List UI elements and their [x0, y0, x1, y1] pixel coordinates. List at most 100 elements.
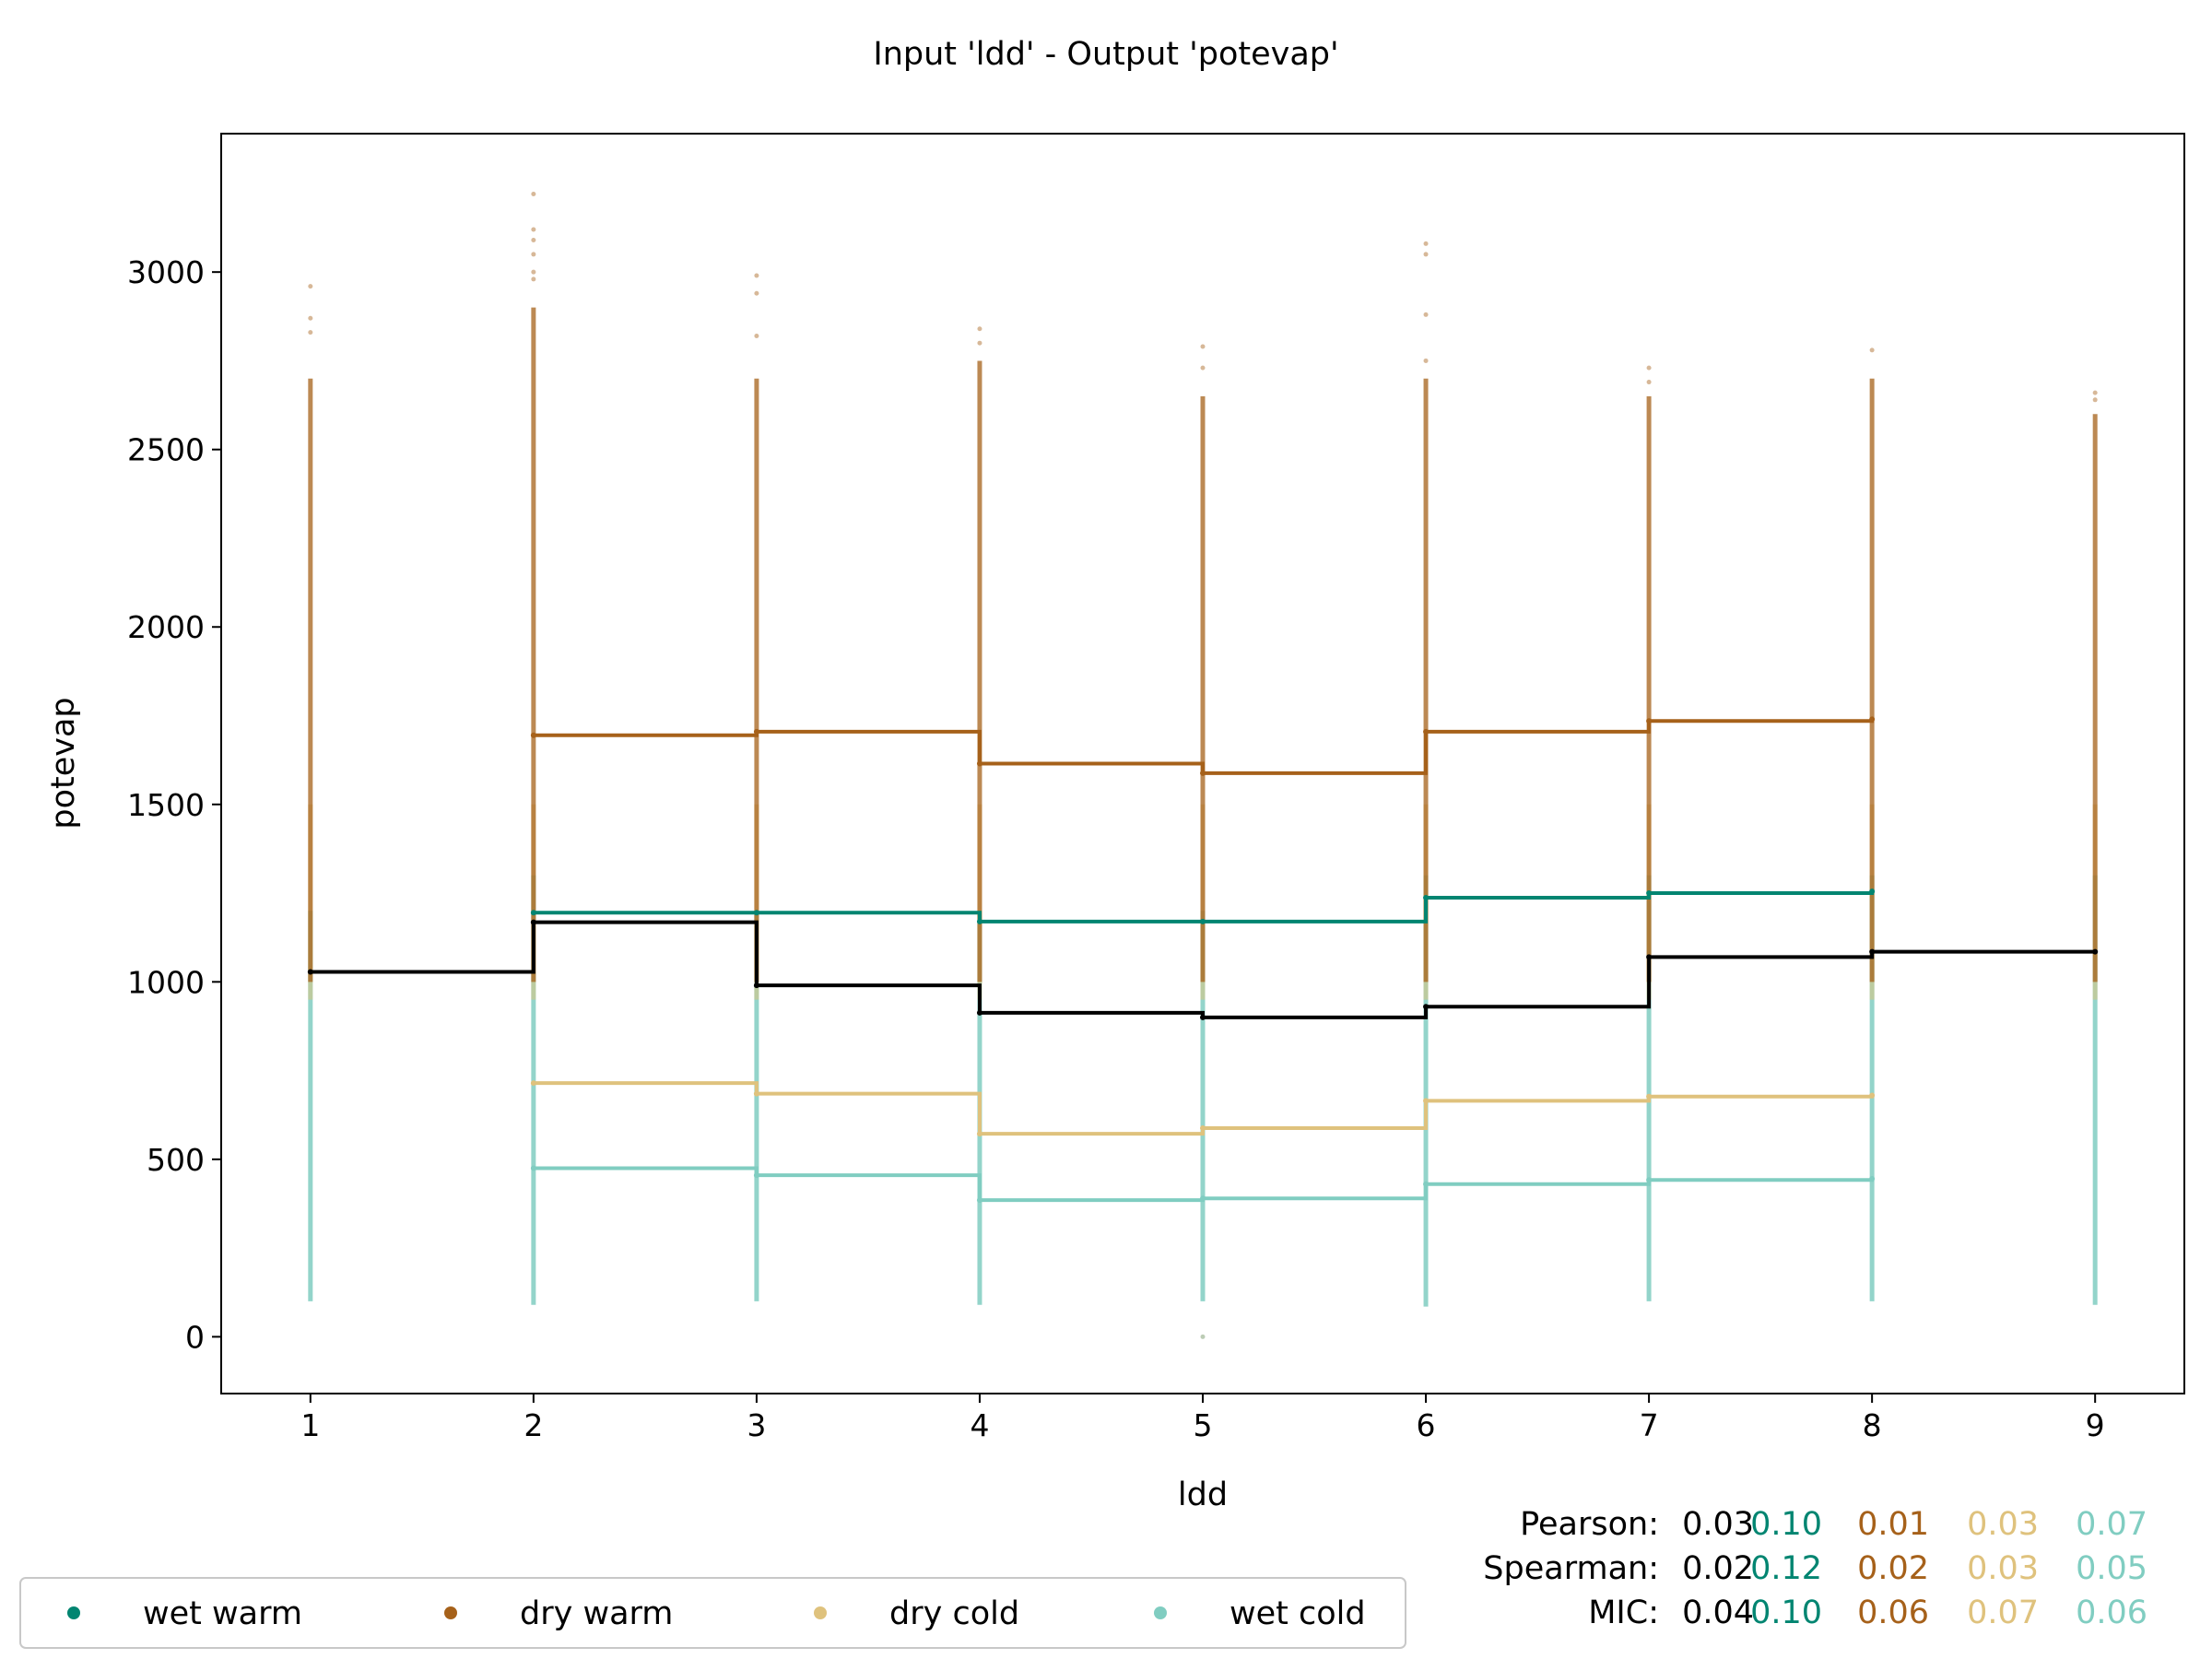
- stats-value: 0.03: [1682, 1506, 1754, 1543]
- scatter-outlier: [754, 290, 759, 296]
- legend-label: dry cold: [889, 1595, 1019, 1632]
- scatter-outlier: [1200, 344, 1206, 349]
- stats-value: 0.03: [1967, 1506, 2039, 1543]
- series-point: [753, 728, 759, 735]
- legend-label: dry warm: [520, 1595, 673, 1632]
- scatter-outlier: [1869, 347, 1875, 353]
- series-point: [1646, 718, 1653, 724]
- scatter-outlier: [977, 326, 982, 332]
- legend-marker: [814, 1606, 827, 1619]
- series-point: [1869, 716, 1876, 723]
- stats-label: Pearson:: [1520, 1506, 1659, 1543]
- stats-value: 0.02: [1682, 1550, 1754, 1587]
- y-tick-label: 1000: [127, 964, 205, 1000]
- stats-value: 0.10: [1750, 1506, 1822, 1543]
- series-layer: [307, 716, 2099, 1204]
- series-point: [1200, 770, 1206, 776]
- stats-value: 0.07: [2076, 1506, 2147, 1543]
- y-axis: 0 500 1000 1500 2000 2500 3000: [127, 254, 221, 1355]
- legend-marker: [67, 1606, 80, 1619]
- series-point: [1646, 1177, 1653, 1183]
- x-axis-label: ldd: [1178, 1477, 1228, 1513]
- scatter-column: [754, 273, 759, 1301]
- series-point: [1869, 948, 1876, 955]
- scatter-outlier: [1200, 365, 1206, 371]
- series-point: [976, 1009, 982, 1016]
- series-point: [1423, 895, 1430, 901]
- series-line: [533, 891, 1875, 924]
- scatter-column: [308, 284, 313, 1301]
- scatter-column: [1200, 344, 1206, 1339]
- scatter-outlier: [308, 330, 313, 335]
- y-tick-label: 1500: [127, 787, 205, 823]
- stats-label: Spearman:: [1483, 1550, 1659, 1587]
- scatter-column: [1869, 347, 1875, 1301]
- stats-value: 0.05: [2076, 1550, 2147, 1587]
- stats-value: 0.06: [2076, 1594, 2147, 1631]
- series-point: [1200, 1124, 1206, 1131]
- scatter-column: [1646, 365, 1652, 1301]
- series-wet-cold: [530, 1165, 1876, 1204]
- x-tick-label: 4: [970, 1407, 989, 1443]
- x-tick-label: 9: [2086, 1407, 2105, 1443]
- series-point: [1646, 954, 1653, 960]
- y-axis-label: potevap: [45, 697, 82, 829]
- x-tick-label: 5: [1194, 1407, 1213, 1443]
- series-point: [530, 732, 536, 738]
- stats-value: 0.07: [1967, 1594, 2039, 1631]
- series-point: [1423, 1181, 1430, 1187]
- scatter-outlier: [2092, 390, 2098, 395]
- legend-marker: [444, 1606, 457, 1619]
- series-point: [976, 1197, 982, 1204]
- series-point: [976, 760, 982, 767]
- y-tick-label: 2000: [127, 609, 205, 645]
- stats-value: 0.12: [1750, 1550, 1822, 1587]
- series-wet-warm: [530, 888, 1876, 924]
- scatter-outlier: [754, 333, 759, 338]
- scatter-outlier: [2092, 397, 2098, 403]
- legend-label: wet cold: [1230, 1595, 1366, 1632]
- stats-value: 0.04: [1682, 1594, 1754, 1631]
- series-point: [753, 982, 759, 989]
- legend-marker: [1154, 1606, 1167, 1619]
- series-point: [1200, 918, 1206, 924]
- legend-label: wet warm: [143, 1595, 302, 1632]
- y-tick-label: 500: [147, 1142, 205, 1178]
- scatter-column: [531, 191, 536, 1305]
- series-point: [753, 1090, 759, 1097]
- chart-title: Input 'ldd' - Output 'potevap': [873, 36, 1338, 73]
- series-dry-cold: [530, 1080, 1876, 1137]
- y-tick-label: 3000: [127, 254, 205, 290]
- legend-entry: wet warm: [67, 1595, 302, 1632]
- legend-entry: wet cold: [1154, 1595, 1366, 1632]
- scatter-outlier: [531, 252, 536, 257]
- series-point: [2092, 948, 2099, 955]
- series-point: [530, 1165, 536, 1171]
- scatter-outlier: [977, 340, 982, 346]
- x-tick-label: 2: [524, 1407, 543, 1443]
- scatter-column: [2092, 390, 2098, 1305]
- y-tick-label: 2500: [127, 432, 205, 468]
- series-point: [1200, 1195, 1206, 1202]
- x-tick-label: 1: [300, 1407, 320, 1443]
- scatter-outlier: [1423, 241, 1429, 246]
- scatter-outlier: [308, 284, 313, 289]
- x-tick-label: 6: [1417, 1407, 1436, 1443]
- stats-value: 0.06: [1857, 1594, 1929, 1631]
- stats-value: 0.10: [1750, 1594, 1822, 1631]
- series-overall: [307, 919, 2099, 1020]
- series-point: [530, 910, 536, 916]
- legend-frame: [19, 1577, 1406, 1649]
- series-point: [1646, 890, 1653, 897]
- series-point: [1423, 728, 1430, 735]
- legend: wet warm dry warm dry cold wet cold: [19, 1577, 1406, 1649]
- series-point: [753, 910, 759, 916]
- series-point: [530, 919, 536, 925]
- series-point: [1869, 1176, 1876, 1182]
- scatter-outlier: [1423, 312, 1429, 317]
- scatter-outlier: [1423, 252, 1429, 257]
- scatter-outlier: [531, 227, 536, 232]
- scatter-outlier: [531, 238, 536, 243]
- series-point: [1200, 1014, 1206, 1020]
- stats-value: 0.01: [1857, 1506, 1929, 1543]
